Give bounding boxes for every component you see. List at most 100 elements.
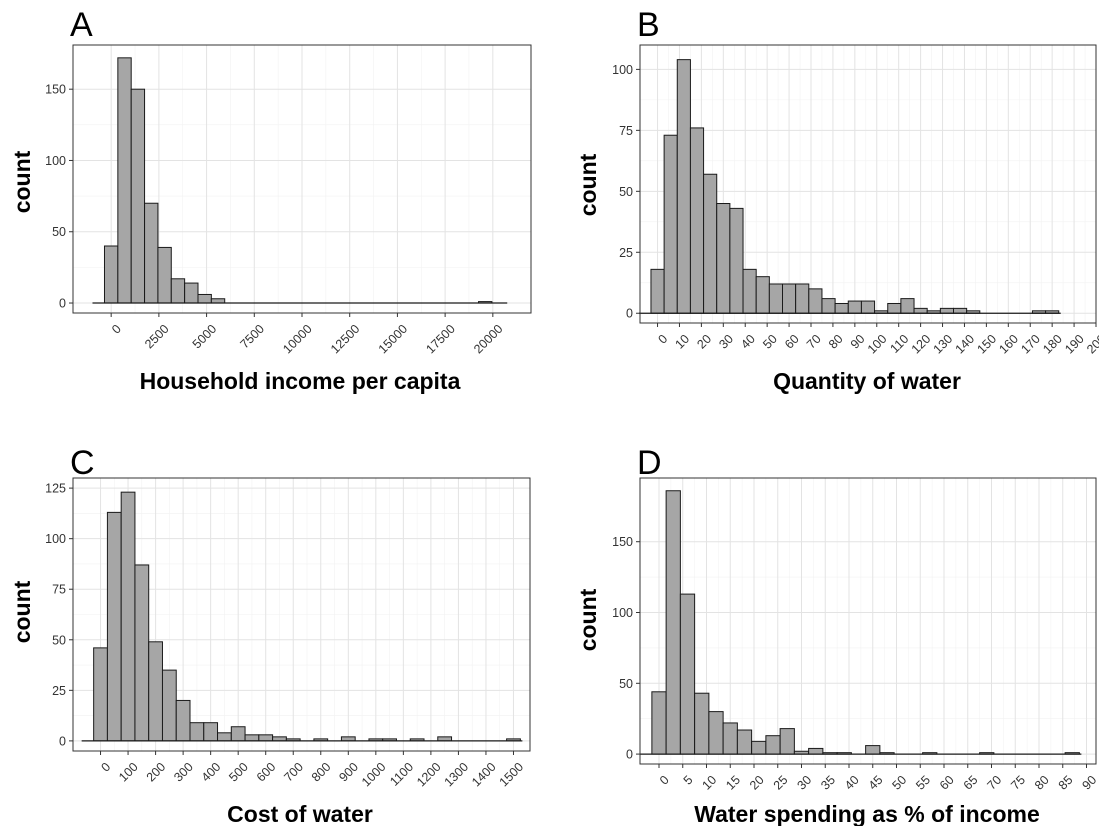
histogram-bar	[913, 307, 928, 314]
histogram-bar	[650, 268, 665, 314]
x-tick-label: 70	[804, 332, 824, 352]
x-tick-label: 110	[887, 332, 911, 356]
y-tick-label: 75	[619, 124, 633, 138]
panel-letter-d: D	[637, 444, 662, 482]
x-tick-label: 30	[795, 773, 815, 793]
panel-letter-b: B	[637, 6, 660, 44]
x-tick-label: 80	[826, 332, 846, 352]
histogram-bar	[808, 747, 824, 755]
x-tick-label: 130	[931, 332, 956, 357]
x-tick-label: 12500	[328, 322, 363, 357]
panel-a-plot: 0 50 100 150 0 2500 5000 7500 10000 12500 15000 175…	[45, 44, 532, 357]
histogram-bar	[808, 288, 823, 314]
histogram-bar	[729, 207, 744, 314]
x-tick-label: 60	[937, 773, 957, 793]
x-tick-label: 65	[961, 773, 981, 793]
histogram-bar	[900, 298, 915, 314]
x-tick-label: 90	[848, 332, 868, 352]
x-tick-label: 5	[681, 773, 696, 788]
y-tick-label: 0	[626, 748, 633, 762]
histogram-bar	[217, 732, 232, 742]
x-tick-label: 15000	[376, 322, 411, 357]
histogram-bar	[847, 300, 862, 314]
x-tick-label: 50	[890, 773, 910, 793]
x-tick-label: 55	[913, 773, 933, 793]
histogram-bar	[768, 283, 783, 314]
y-tick-label: 0	[626, 307, 633, 321]
x-tick-label: 1200	[414, 760, 444, 790]
x-tick-label: 17500	[423, 322, 458, 357]
x-tick-label: 500	[226, 760, 251, 785]
y-tick-label: 75	[52, 583, 66, 597]
histogram-bar	[708, 711, 724, 755]
y-tick-label: 50	[52, 633, 66, 647]
y-tick-label: 100	[612, 606, 633, 620]
histogram-bar	[120, 491, 136, 742]
histogram-bar	[751, 740, 767, 755]
x-tick-label: 400	[199, 760, 224, 785]
x-tick-label: 35	[818, 773, 838, 793]
x-tick-label: 1100	[387, 760, 416, 789]
x-tick-label: 10	[700, 773, 720, 793]
x-tick-label: 700	[281, 760, 306, 785]
x-tick-label: 1300	[442, 760, 472, 790]
histogram-bar	[663, 134, 678, 314]
y-tick-label: 0	[59, 297, 66, 311]
histogram-bar	[703, 173, 718, 314]
histogram-bar	[130, 88, 146, 304]
histogram-bar	[93, 647, 108, 742]
histogram-bar	[821, 298, 836, 314]
x-tick-label: 1500	[497, 760, 527, 790]
panel-c-border	[72, 477, 531, 752]
histogram-bar	[782, 283, 797, 314]
panel-c-ylabel: count	[9, 580, 35, 643]
x-tick-label: 1400	[469, 760, 499, 790]
x-tick-label: 10	[672, 332, 692, 352]
x-tick-label: 170	[1018, 332, 1043, 357]
x-tick-label: 2500	[142, 322, 172, 352]
x-tick-label: 200	[1084, 332, 1099, 357]
panel-a-xlabel: Household income per capita	[140, 368, 461, 394]
y-tick-label: 0	[59, 734, 66, 748]
x-tick-label: 30	[716, 332, 736, 352]
histogram-bar	[103, 245, 119, 304]
x-tick-label: 70	[985, 773, 1005, 793]
y-tick-label: 150	[612, 535, 633, 549]
y-tick-label: 100	[45, 154, 66, 168]
panel-d-border	[639, 477, 1097, 765]
x-tick-label: 0	[98, 760, 113, 775]
x-tick-label: 150	[974, 332, 999, 357]
x-tick-label: 20	[747, 773, 767, 793]
panel-a-ylabel: count	[9, 150, 35, 213]
y-tick-label: 125	[45, 482, 66, 496]
histogram-bar	[117, 57, 132, 304]
x-tick-label: 600	[254, 760, 279, 785]
histogram-bar	[148, 641, 163, 742]
histogram-bar	[795, 283, 810, 314]
histogram-bar	[210, 298, 226, 304]
x-tick-label: 180	[1040, 332, 1065, 357]
histogram-bar	[887, 302, 902, 314]
histogram-bar	[184, 282, 199, 304]
y-tick-label: 25	[619, 246, 633, 260]
histogram-bar	[203, 722, 219, 742]
panel-c-xlabel: Cost of water	[227, 801, 373, 826]
x-tick-label: 800	[309, 760, 334, 785]
x-tick-label: 200	[144, 760, 169, 785]
x-tick-label: 10000	[280, 322, 315, 357]
y-tick-label: 50	[619, 185, 633, 199]
x-tick-label: 20	[694, 332, 714, 352]
x-tick-label: 40	[842, 773, 862, 793]
x-tick-label: 120	[909, 332, 934, 357]
y-tick-label: 150	[45, 83, 66, 97]
histogram-bar	[755, 276, 770, 314]
x-tick-label: 140	[953, 332, 978, 357]
y-tick-label: 100	[612, 63, 633, 77]
histogram-bar	[779, 728, 795, 755]
panel-b-xlabel: Quantity of water	[773, 368, 961, 394]
x-tick-label: 190	[1062, 332, 1087, 357]
histogram-bar	[272, 736, 287, 742]
histogram-bar	[689, 127, 705, 314]
x-tick-label: 7500	[237, 322, 267, 352]
